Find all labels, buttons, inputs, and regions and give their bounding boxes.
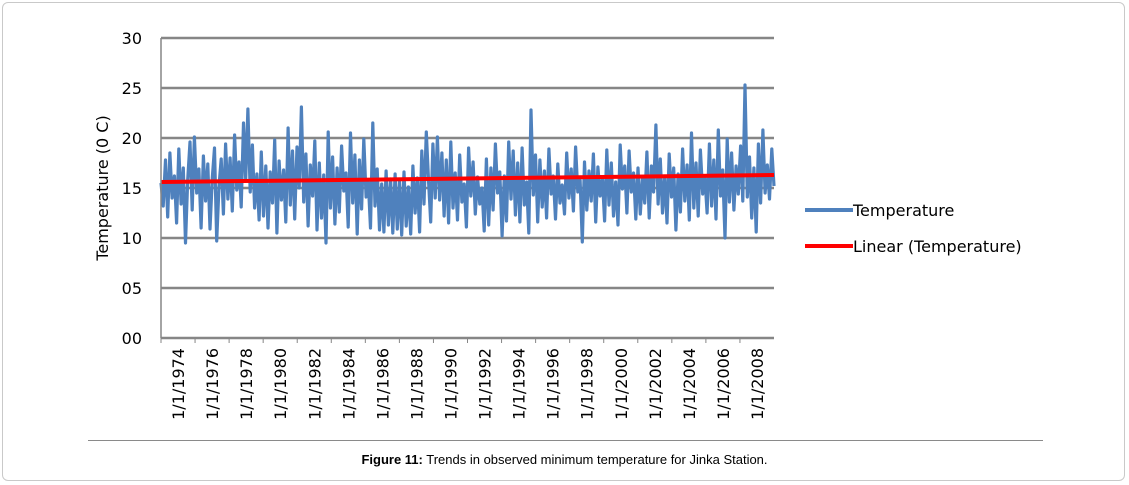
- caption-label: Figure 11:: [361, 452, 423, 467]
- y-tick-label: 00: [122, 329, 142, 348]
- legend-label-linear: Linear (Temperature): [853, 237, 1022, 256]
- x-tick-label: 1/1/1980: [271, 348, 290, 420]
- x-tick-label: 1/1/1990: [441, 348, 460, 420]
- linear-trend-line: [160, 173, 775, 184]
- x-tick-label: 1/1/1986: [373, 348, 392, 420]
- caption-rule: [88, 440, 1043, 441]
- y-tick-label: 10: [122, 229, 142, 248]
- x-tick-label: 1/1/1984: [339, 348, 358, 420]
- figure-caption: Figure 11: Trends in observed minimum te…: [0, 452, 1129, 467]
- y-tick-label: 05: [122, 279, 142, 298]
- x-tick-label: 1/1/2006: [714, 348, 733, 420]
- x-tick-label: 1/1/1976: [203, 348, 222, 420]
- x-tick-label: 1/1/2008: [748, 348, 767, 420]
- y-axis: 00 05 10 15 20 25 30: [122, 29, 162, 348]
- legend: Temperature Linear (Temperature): [805, 201, 1022, 256]
- linear-trend-series: [160, 173, 775, 184]
- temperature-line: [159, 83, 776, 245]
- x-tick-label: 1/1/1996: [544, 348, 563, 420]
- x-axis: 1/1/1974 1/1/1976 1/1/1978 1/1/1980 1/1/1982…: [160, 338, 767, 420]
- y-tick-label: 20: [122, 129, 142, 148]
- temperature-series: [159, 83, 776, 245]
- y-tick-label: 30: [122, 29, 142, 48]
- y-tick-label: 15: [122, 179, 142, 198]
- y-tick-label: 25: [122, 79, 142, 98]
- caption-text: Trends in observed minimum temperature f…: [422, 452, 768, 467]
- x-tick-label: 1/1/2004: [680, 348, 699, 420]
- y-axis-label: Temperature (0 C): [93, 115, 112, 261]
- x-tick-label: 1/1/1982: [305, 348, 324, 420]
- x-tick-label: 1/1/1974: [169, 348, 188, 420]
- x-tick-label: 1/1/2002: [646, 348, 665, 420]
- x-tick-label: 1/1/2000: [612, 348, 631, 420]
- legend-label-temperature: Temperature: [852, 201, 954, 220]
- x-tick-label: 1/1/1988: [407, 348, 426, 420]
- x-tick-label: 1/1/1978: [237, 348, 256, 420]
- x-tick-label: 1/1/1998: [578, 348, 597, 420]
- x-tick-label: 1/1/1992: [476, 348, 495, 420]
- x-tick-label: 1/1/1994: [510, 348, 529, 420]
